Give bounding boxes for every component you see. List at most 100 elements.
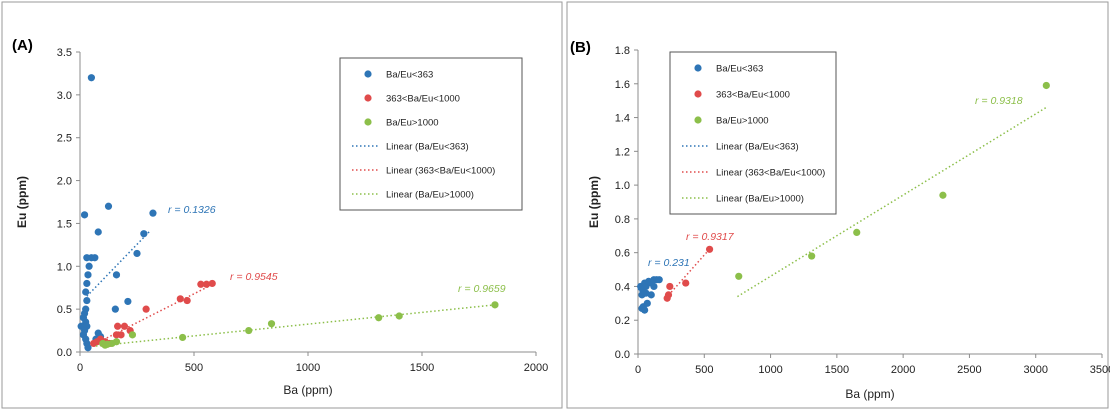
series-ba-eu-lt-363: r = 0.231 [637, 257, 690, 314]
trendline-ba-eu-gt-1000 [737, 106, 1047, 298]
y-tick-label: 0.4 [615, 281, 630, 293]
y-tick-label: 0.2 [615, 315, 630, 327]
y-tick-label: 3.0 [57, 90, 72, 102]
data-point [176, 295, 184, 303]
data-point [245, 326, 253, 335]
panel-label: (A) [12, 37, 33, 54]
y-tick-label: 0.5 [57, 304, 72, 316]
data-point [375, 314, 383, 322]
data-point [853, 228, 861, 236]
legend-label: Linear (363<Ba/Eu<1000) [386, 166, 495, 177]
data-point [83, 296, 91, 305]
y-tick-label: 1.0 [57, 261, 72, 273]
data-point [84, 271, 92, 279]
r-value-label: r = 0.1326 [168, 204, 216, 216]
legend-marker [364, 118, 372, 126]
legend-item: Ba/Eu<363 [694, 64, 763, 75]
data-point [647, 291, 655, 299]
x-tick-label: 1000 [758, 364, 782, 376]
y-tick-label: 1.8 [615, 45, 630, 57]
data-point [128, 331, 137, 339]
legend-item: Linear (363<Ba/Eu<1000) [682, 168, 825, 179]
data-point [87, 74, 95, 82]
panel-b: (B) 0.0 0.2 0.4 0.6 0.8 1.0 1.2 1.4 1.6 1.8 0 500 100… [566, 1, 1110, 409]
data-point [83, 279, 91, 288]
legend-label: Ba/Eu>1000 [716, 116, 769, 127]
data-point [93, 338, 101, 346]
legend-label: Ba/Eu<363 [386, 70, 433, 81]
x-tick-label: 0 [635, 364, 641, 376]
x-tick-label: 0 [77, 362, 83, 374]
legend-marker [694, 90, 702, 98]
data-point [80, 211, 89, 219]
data-point [735, 272, 743, 280]
data-point [104, 202, 113, 210]
series-ba-eu-lt-363: r = 0.1326 [77, 74, 216, 352]
legend: Ba/Eu<363 363<Ba/Eu<1000 Ba/Eu>1000 Linear … [339, 57, 523, 211]
r-value-label: r = 0.231 [648, 257, 690, 269]
legend-marker [694, 64, 702, 72]
y-axis-title: Eu (ppm) [587, 176, 601, 228]
x-tick-label: 1500 [825, 364, 849, 376]
data-point [666, 282, 674, 291]
panel-label: (B) [570, 39, 591, 56]
y-tick-label: 2.0 [57, 176, 72, 188]
x-tick-label: 3500 [1090, 364, 1110, 376]
data-point [120, 322, 129, 330]
x-tick-label: 1000 [296, 362, 320, 374]
y-tick-label: 1.5 [57, 218, 72, 230]
legend-item: Ba/Eu<363 [364, 70, 433, 81]
data-point [395, 312, 403, 320]
data-point [197, 280, 205, 288]
data-point [101, 341, 109, 349]
legend-item: Ba/Eu>1000 [364, 118, 439, 129]
data-point [140, 230, 148, 238]
x-tick-label: 500 [695, 364, 713, 376]
data-point [650, 282, 658, 291]
r-value-label: r = 0.9317 [686, 231, 735, 243]
legend-item: Linear (363<Ba/Eu<1000) [352, 166, 495, 177]
trendline-ba-eu-gt-1000 [95, 304, 496, 347]
legend-label: Linear (Ba/Eu<363) [716, 142, 799, 153]
legend-item: Linear (Ba/Eu<363) [352, 142, 469, 153]
data-point [82, 288, 90, 296]
trendline-ba-eu-363-1000 [92, 282, 215, 346]
legend: Ba/Eu<363 363<Ba/Eu<1000 Ba/Eu>1000 Linear … [669, 51, 837, 215]
y-tick-label: 2.5 [57, 133, 72, 145]
x-tick-label: 500 [185, 362, 203, 374]
legend-label: Linear (Ba/Eu>1000) [716, 194, 804, 205]
y-tick-label: 1.4 [615, 113, 630, 125]
x-tick-label: 1500 [410, 362, 434, 374]
legend-marker [694, 116, 702, 124]
data-point [117, 331, 125, 339]
y-tick-label: 0.0 [615, 349, 630, 361]
legend-label: Ba/Eu>1000 [386, 118, 439, 129]
data-point [208, 279, 216, 288]
trendline-ba-eu-363-1000 [665, 247, 712, 299]
data-point [85, 262, 93, 270]
data-point [663, 294, 671, 302]
legend-marker [364, 70, 372, 78]
data-point [112, 271, 121, 279]
data-point [682, 279, 690, 287]
data-point [267, 320, 276, 328]
data-point [84, 344, 92, 352]
y-tick-label: 3.5 [57, 47, 72, 59]
series-ba-eu-363-1000: r = 0.9317 [663, 231, 735, 302]
y-tick-label: 1.0 [615, 180, 630, 192]
series-ba-eu-gt-1000: r = 0.9659 [95, 283, 506, 349]
legend-label: Ba/Eu<363 [716, 64, 763, 75]
data-point [939, 191, 947, 199]
data-point [808, 252, 816, 260]
legend-item: Linear (Ba/Eu<363) [682, 142, 799, 153]
data-point [91, 254, 99, 262]
data-point [491, 301, 499, 309]
data-point [124, 297, 132, 306]
x-axis-title: Ba (ppm) [283, 383, 332, 397]
y-tick-label: 0.8 [615, 214, 630, 226]
legend-label: Linear (Ba/Eu>1000) [386, 190, 474, 201]
legend-item: Linear (Ba/Eu>1000) [682, 194, 804, 205]
data-point [202, 280, 211, 288]
trendline-ba-eu-lt-363 [86, 229, 152, 297]
y-tick-label: 0.6 [615, 248, 630, 260]
